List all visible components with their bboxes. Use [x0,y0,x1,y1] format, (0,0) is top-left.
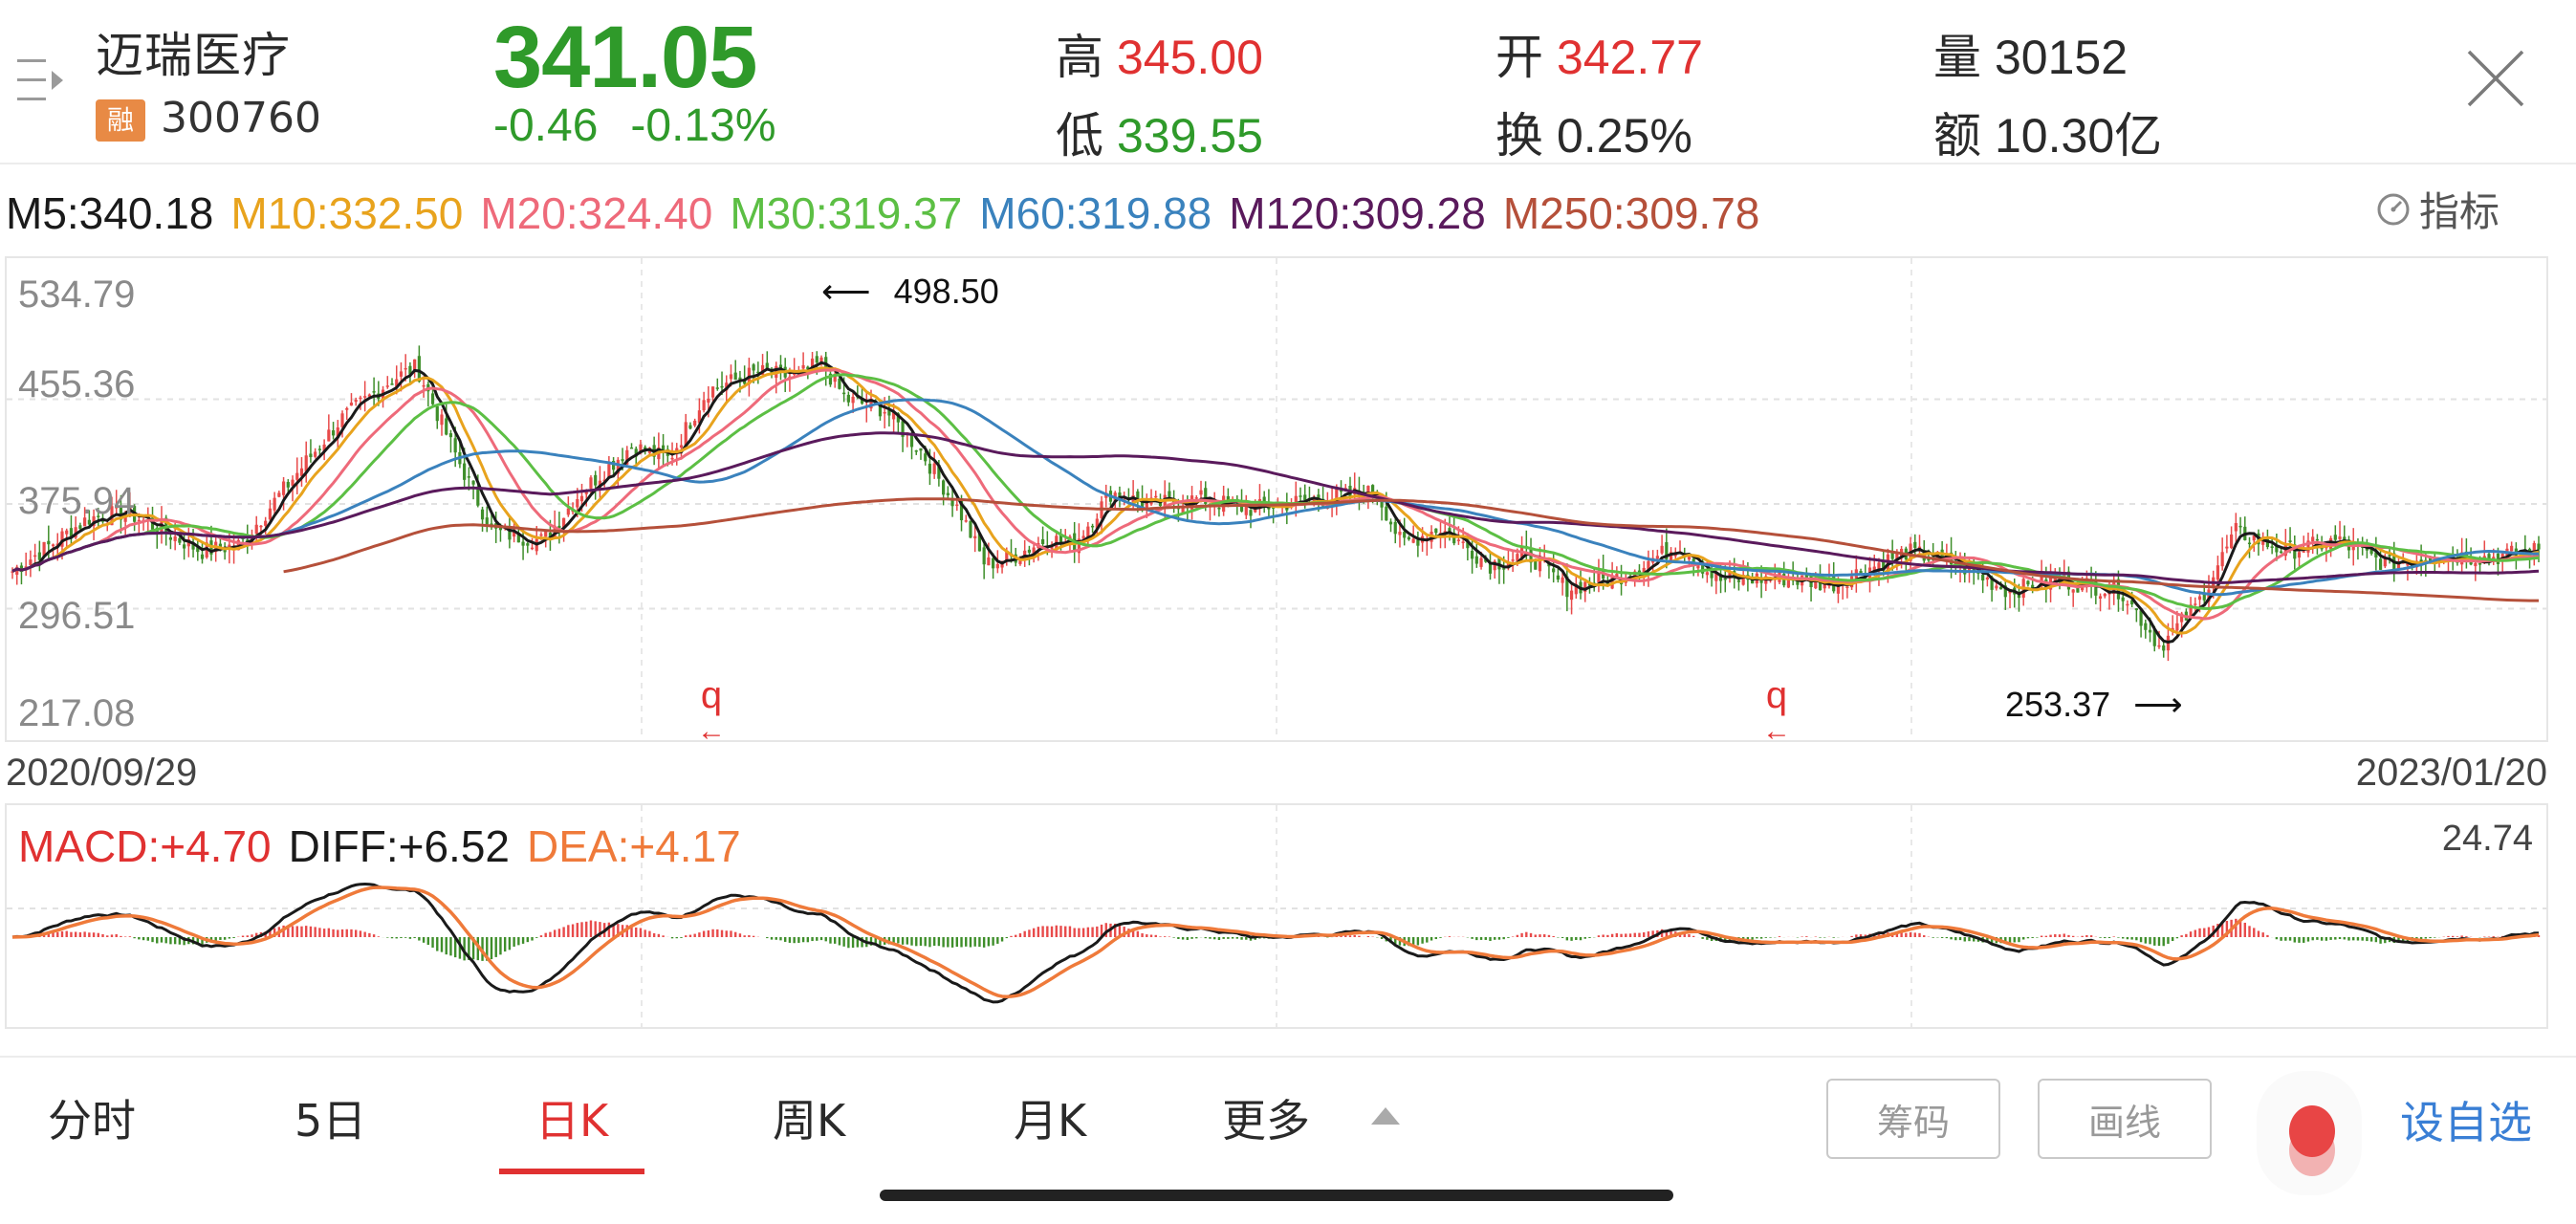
ma-legend: M5:340.18 M10:332.50 M20:324.40 M30:319.37 M… [6,187,1777,239]
dea-value: DEA:+4.17 [527,821,741,871]
tab-intraday[interactable]: 分时 [48,1095,136,1147]
draw-line-button[interactable]: 画线 [2038,1079,2212,1159]
record-dot-icon [2289,1105,2335,1157]
stat-high-label: 高 [1056,31,1103,84]
home-indicator[interactable] [880,1190,1673,1201]
left-arrow-icon: ⟵ [821,272,871,311]
left-arrow-icon: ← [697,715,726,747]
ma10-value: M10:332.50 [230,188,464,238]
ma20-value: M20:324.40 [480,188,713,238]
tab-5day[interactable]: 5日 [295,1095,367,1147]
kline-chart[interactable]: 534.79 455.36 375.94 296.51 217.08 ⟵ 498… [5,256,2548,747]
tab-daily-k[interactable]: 日K [535,1095,609,1147]
low-annotation-value: 253.37 [2005,685,2111,724]
y-axis-label-4: 296.51 [18,595,136,637]
gauge-icon [2377,193,2410,225]
active-tab-indicator [499,1169,644,1174]
event-marker-letter: q [1765,674,1788,716]
chips-button[interactable]: 筹码 [1826,1079,2000,1159]
current-price: 341.05 [493,9,757,106]
indicator-button[interactable]: 指标 [2375,180,2500,238]
close-icon[interactable] [2465,48,2526,109]
end-date: 2023/01/20 [2355,752,2547,794]
stat-low-label: 低 [1056,109,1103,163]
stock-code: 300760 [161,94,321,142]
menu-list-icon[interactable] [15,57,69,105]
stat-volume-value: 30152 [1995,31,2128,84]
add-watchlist-button[interactable]: 设自选 [2400,1097,2532,1148]
event-marker-2[interactable]: q ← [1762,674,1791,750]
stat-volume: 量 30152 [1933,19,2128,88]
caret-up-icon[interactable] [1371,1107,1400,1125]
period-tab-bar: 分时 5日 日K 周K 月K 更多 筹码 画线 设自选 [0,1056,2576,1224]
event-marker-1[interactable]: q ← [697,674,726,750]
stat-open-value: 342.77 [1557,31,1703,84]
tab-monthly-k[interactable]: 月K [1014,1095,1087,1147]
start-date: 2020/09/29 [6,752,198,794]
ma60-value: M60:319.88 [979,188,1212,238]
stock-name: 迈瑞医疗 [96,28,291,83]
macd-max-label: 24.74 [2441,819,2533,859]
macd-chart[interactable]: MACD:+4.70 DIFF:+6.52 DEA:+4.17 24.74 [5,803,2548,1029]
tab-weekly-k[interactable]: 周K [773,1095,846,1147]
high-annotation: ⟵ 498.50 [821,272,999,312]
right-arrow-icon: ⟶ [2133,685,2183,724]
y-axis-label-2: 455.36 [18,363,136,405]
stat-high: 高 345.00 [1056,19,1263,88]
stat-amount-label: 额 [1933,109,1981,163]
quote-header: 迈瑞医疗 融 300760 341.05 -0.46 -0.13% 高 345.00… [0,0,2576,164]
floating-record-button[interactable] [2257,1071,2362,1195]
indicator-label: 指标 [2419,188,2500,235]
y-axis-label-3: 375.94 [18,480,136,522]
price-change: -0.46 -0.13% [493,99,776,152]
left-arrow-icon: ← [1762,715,1791,747]
ma5-value: M5:340.18 [6,188,214,238]
diff-value: DIFF:+6.52 [288,821,510,871]
tab-more[interactable]: 更多 [1222,1095,1310,1147]
stat-open-label: 开 [1495,31,1543,84]
y-axis-label-max: 534.79 [18,273,136,316]
high-annotation-value: 498.50 [893,272,999,311]
change-amount: -0.46 [493,100,599,151]
stat-turnover-label: 换 [1495,109,1543,163]
stat-low: 低 339.55 [1056,98,1263,166]
kline-plot [7,258,2546,740]
low-annotation: 253.37 ⟶ [2005,685,2183,725]
stat-volume-label: 量 [1933,31,1981,84]
macd-plot [7,805,2546,1027]
macd-value: MACD:+4.70 [18,821,272,871]
event-marker-letter: q [700,674,723,716]
stat-amount: 额 10.30亿 [1933,98,2162,166]
change-percent: -0.13% [630,100,776,151]
stat-low-value: 339.55 [1117,109,1263,163]
ma120-value: M120:309.28 [1229,188,1486,238]
ma30-value: M30:319.37 [730,188,963,238]
stat-turnover-value: 0.25% [1557,109,1692,163]
stat-amount-value: 10.30亿 [1995,109,2163,163]
stat-open: 开 342.77 [1495,19,1703,88]
margin-trading-badge: 融 [96,99,145,142]
stat-high-value: 345.00 [1117,31,1263,84]
macd-legend: MACD:+4.70 DIFF:+6.52 DEA:+4.17 [18,820,758,872]
ma250-value: M250:309.78 [1502,188,1760,238]
stat-turnover: 换 0.25% [1495,98,1692,166]
y-axis-label-min: 217.08 [18,692,136,734]
